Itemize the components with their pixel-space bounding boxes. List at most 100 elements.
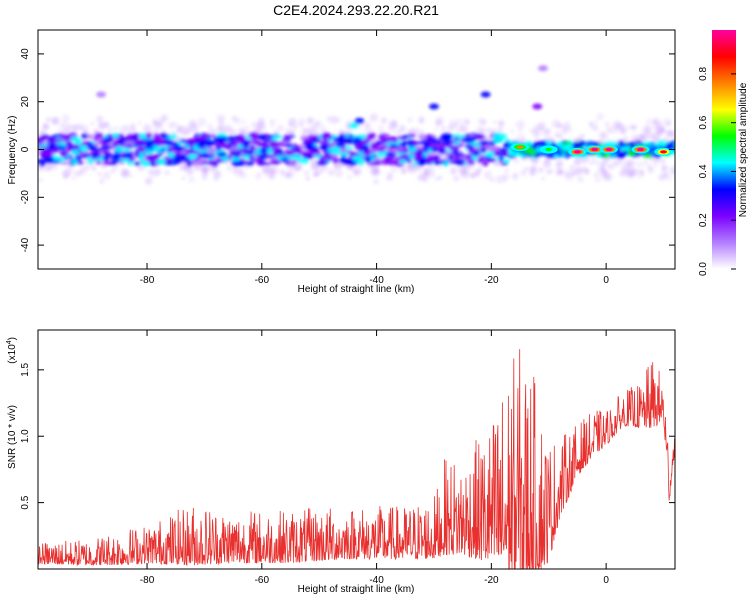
- heatmap-cell: [43, 136, 52, 140]
- heatmap-halo-cell: [157, 122, 162, 127]
- heatmap-halo-cell: [637, 175, 642, 179]
- heatmap-cell: [480, 148, 487, 153]
- heatmap-cell: [71, 149, 80, 156]
- heatmap-cell: [307, 134, 317, 140]
- heatmap-halo-cell: [76, 173, 81, 178]
- heatmap-halo-cell: [217, 162, 222, 167]
- heatmap-halo-cell: [277, 124, 285, 132]
- heatmap-halo-cell: [477, 167, 483, 173]
- snr-xtick-label: 0: [603, 575, 609, 586]
- heatmap-cell: [112, 132, 119, 139]
- heatmap-halo-cell: [558, 134, 564, 140]
- heatmap-cell: [144, 148, 155, 155]
- heatmap-cell: [251, 155, 259, 159]
- heatmap-halo-cell: [51, 117, 60, 126]
- heatmap-cell: [352, 137, 363, 145]
- heatmap-halo-cell: [288, 117, 297, 126]
- heatmap-halo-cell: [43, 123, 49, 130]
- heatmap-halo-cell: [533, 134, 540, 141]
- heatmap-halo-cell: [478, 128, 486, 136]
- heatmap-cell: [91, 153, 100, 160]
- spectrogram-ytick-label: -20: [20, 190, 31, 205]
- heatmap-halo-cell: [334, 169, 343, 178]
- heatmap-cell: [414, 146, 424, 150]
- heatmap-cell: [260, 141, 268, 147]
- heatmap-halo-cell: [577, 176, 584, 183]
- heatmap-halo-cell: [606, 126, 615, 134]
- heatmap-halo-cell: [520, 169, 527, 177]
- colorbar-tick-label: 0.2: [698, 213, 709, 227]
- heatmap-cell: [562, 141, 573, 145]
- heatmap-cell: [500, 162, 509, 166]
- heatmap-cell: [455, 159, 465, 166]
- heatmap-cell: [341, 138, 348, 143]
- heatmap-cell: [602, 152, 610, 159]
- heatmap-cell: [67, 145, 74, 152]
- heatmap-cell: [443, 160, 449, 167]
- heatmap-halo-cell: [629, 173, 634, 178]
- heatmap-halo-cell: [539, 126, 545, 131]
- heatmap-halo-cell: [563, 170, 571, 178]
- heatmap-halo-cell: [214, 128, 218, 132]
- spectrogram-ytick-label: 20: [20, 96, 31, 108]
- heatmap-halo-cell: [660, 158, 666, 164]
- heatmap-cell: [88, 160, 94, 165]
- heatmap-cell: [168, 153, 175, 158]
- snr-xtick-label: -60: [255, 575, 270, 586]
- heatmap-peak-core: [516, 145, 524, 149]
- heatmap-cell: [476, 157, 485, 163]
- heatmap-halo-cell: [627, 167, 636, 176]
- heatmap-halo-cell: [619, 125, 628, 134]
- snr-frame: [37, 329, 676, 570]
- heatmap-halo-cell: [437, 175, 442, 180]
- heatmap-halo-cell: [286, 172, 292, 177]
- heatmap-cell: [642, 153, 653, 159]
- heatmap-cell: [483, 145, 495, 150]
- heatmap-halo-cell: [305, 176, 310, 181]
- heatmap-halo-cell: [326, 116, 331, 121]
- heatmap-cell: [55, 141, 66, 145]
- heatmap-cell: [222, 142, 230, 150]
- heatmap-halo-cell: [359, 125, 364, 130]
- heatmap-halo-cell: [270, 124, 275, 129]
- heatmap-cell: [370, 160, 382, 166]
- heatmap-outlier: [348, 122, 359, 129]
- heatmap-cell: [364, 146, 370, 152]
- heatmap-halo-cell: [461, 125, 468, 133]
- heatmap-halo-cell: [380, 117, 388, 124]
- heatmap-cell: [81, 133, 88, 140]
- heatmap-halo-cell: [130, 123, 136, 128]
- heatmap-halo-cell: [561, 128, 568, 135]
- heatmap-cell: [266, 148, 274, 154]
- heatmap-halo-cell: [185, 167, 194, 176]
- heatmap-halo-cell: [489, 176, 495, 183]
- heatmap-peak-core: [637, 147, 645, 152]
- colorbar-tick-label: 0.6: [698, 115, 709, 129]
- heatmap-halo-cell: [339, 128, 343, 132]
- heatmap-cell: [228, 150, 237, 154]
- heatmap-halo-cell: [401, 168, 407, 175]
- heatmap-halo-cell: [243, 165, 248, 170]
- heatmap-halo-cell: [644, 129, 651, 136]
- heatmap-halo-cell: [628, 124, 633, 129]
- heatmap-halo-cell: [653, 163, 658, 167]
- heatmap-cell: [364, 156, 372, 163]
- heatmap-cell: [319, 139, 330, 145]
- heatmap-halo-cell: [648, 166, 653, 171]
- heatmap-cell: [280, 158, 290, 163]
- spectrogram-xtick-label: -20: [484, 275, 499, 286]
- heatmap-cell: [427, 148, 433, 153]
- heatmap-halo-cell: [137, 121, 142, 125]
- heatmap-halo-cell: [313, 171, 320, 177]
- colorbar-tick-label: 0.4: [698, 164, 709, 178]
- heatmap-halo-cell: [618, 165, 622, 169]
- snr-multiplier-close: ): [7, 337, 18, 340]
- heatmap-cell: [155, 158, 166, 165]
- heatmap-halo-cell: [653, 120, 657, 124]
- heatmap-cell: [385, 151, 394, 157]
- heatmap-cell: [378, 135, 385, 140]
- heatmap-halo-cell: [255, 173, 262, 180]
- heatmap-outlier: [480, 91, 491, 98]
- heatmap-halo-cell: [206, 123, 214, 130]
- heatmap-halo-cell: [194, 165, 200, 171]
